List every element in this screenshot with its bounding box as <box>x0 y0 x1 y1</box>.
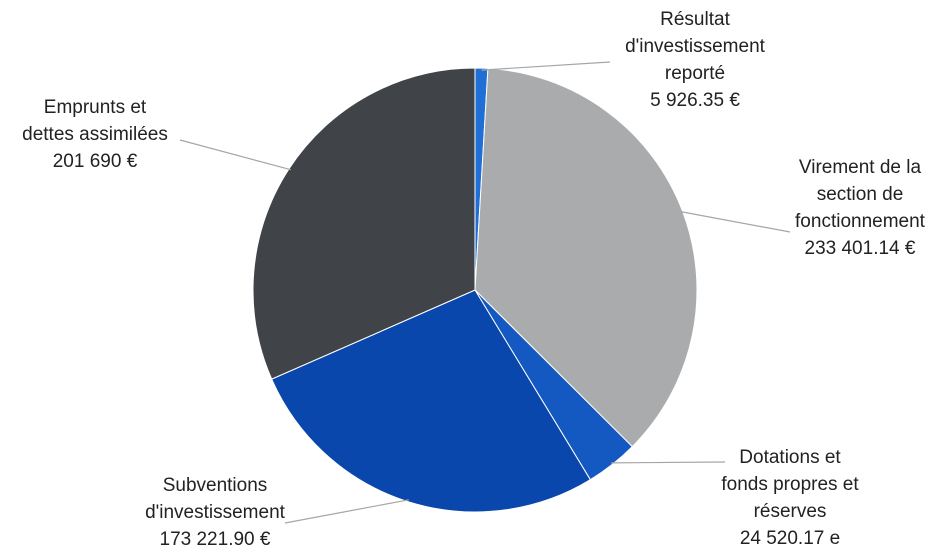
slice-subventions <box>271 289 592 513</box>
label-virement-line1: Virement de la <box>798 157 922 178</box>
label-resultat-line2: d'investissement <box>625 36 765 57</box>
label-dotations-value: 24 520.17 e <box>739 528 841 549</box>
label-dotations-line1: Dotations et <box>739 447 841 468</box>
label-dotations-line3: réserves <box>753 501 827 522</box>
label-resultat-line1: Résultat <box>660 9 730 30</box>
leader-line-subventions <box>284 499 409 524</box>
label-emprunts-value: 201 690 € <box>52 151 138 172</box>
slice-virement <box>474 67 698 448</box>
label-subventions-value: 173 221.90 € <box>159 529 271 550</box>
leader-line-dotations <box>611 461 726 464</box>
leader-line-virement <box>680 211 791 233</box>
label-emprunts: Emprunts et dettes assimilées 201 690 € <box>0 94 190 175</box>
label-subventions-line2: d'investissement <box>145 502 285 523</box>
label-resultat: Résultat d'investissement reporté 5 926.… <box>600 6 790 114</box>
label-dotations: Dotations et fonds propres et réserves 2… <box>690 444 890 552</box>
label-resultat-value: 5 926.35 € <box>650 90 740 111</box>
slice-emprunts <box>252 67 476 380</box>
leader-line-emprunts <box>179 139 291 171</box>
label-resultat-line3: reporté <box>664 63 726 84</box>
label-subventions: Subventions d'investissement 173 221.90 … <box>105 472 325 553</box>
label-virement-value: 233 401.14 € <box>804 238 916 259</box>
label-virement-line2: section de <box>816 184 904 205</box>
label-virement: Virement de la section de fonctionnement… <box>760 154 945 262</box>
label-subventions-line1: Subventions <box>162 475 268 496</box>
label-virement-line3: fonctionnement <box>795 211 925 232</box>
label-emprunts-line1: Emprunts et <box>43 97 147 118</box>
leader-line-resultat <box>481 61 611 71</box>
label-dotations-line2: fonds propres et <box>721 474 859 495</box>
label-emprunts-line2: dettes assimilées <box>22 124 168 145</box>
